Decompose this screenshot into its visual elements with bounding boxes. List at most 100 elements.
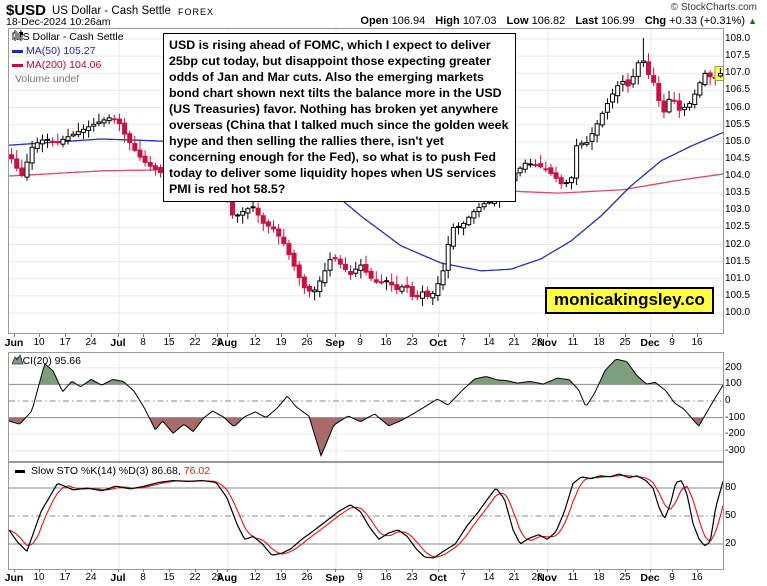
x-axis-label: 15	[163, 337, 175, 348]
sto-panel: Slow STO %K(14) %D(3) 86.68, 76.02	[8, 462, 724, 570]
x-axis-label: 29	[211, 337, 223, 348]
quote-bar: Open 106.94 High 107.03 Low 106.82 Last …	[353, 15, 757, 27]
sto-legend-black: Slow STO %K(14) %D(3) 86.68,	[31, 465, 181, 477]
last-value: 106.99	[601, 15, 635, 27]
x-axis-label: 23	[406, 337, 418, 348]
cci-tick-label: -300	[725, 444, 746, 456]
x-axis-label: 9	[669, 572, 675, 583]
x-axis-label: 24	[85, 337, 97, 348]
x-axis-label: Nov	[537, 572, 557, 584]
x-axis-label: Aug	[216, 572, 238, 584]
x-axis-label: 26	[301, 337, 313, 348]
chg-label: Chg	[644, 15, 667, 27]
low-label: Low	[506, 15, 529, 27]
x-axis-label: Jul	[110, 337, 126, 349]
price-tick-label: 104.0	[725, 170, 751, 181]
cci-tick-label: 0	[725, 395, 731, 406]
ma50-swatch	[12, 49, 23, 53]
x-axis-label: Jul	[110, 572, 126, 584]
price-tick-label: 100.5	[725, 289, 751, 301]
cci-legend-text: CCI(20) 95.66	[15, 355, 81, 367]
x-axis-label: 22	[189, 572, 201, 583]
x-axis-label: Dec	[640, 337, 660, 349]
x-axis-label: 29	[211, 572, 223, 583]
ma200-legend: MA(200) 104.06	[26, 59, 102, 71]
watermark-badge: monicakingsley.co	[545, 287, 714, 314]
x-axis-label: Sep	[325, 572, 345, 584]
x-axis-label: 16	[691, 337, 703, 348]
ma200-swatch	[12, 63, 23, 67]
x-axis-label: 15	[163, 572, 175, 583]
price-tick-label: 102.5	[725, 221, 751, 233]
x-axis-label: 25	[619, 572, 631, 583]
sto-gridlines	[9, 463, 723, 569]
x-axis-label: 25	[619, 337, 631, 348]
x-axis-label: 26	[301, 572, 313, 583]
cci-positive-fill	[9, 359, 723, 385]
x-axis-label: 9	[357, 572, 363, 583]
x-axis-label: 19	[275, 572, 287, 583]
x-axis-label: 12	[249, 337, 261, 348]
x-axis-label: Aug	[216, 337, 238, 349]
sto-legend: Slow STO %K(14) %D(3) 86.68, 76.02	[12, 464, 210, 478]
x-axis-label: 8	[140, 337, 146, 348]
sto-tick-label: 80	[725, 482, 737, 493]
copyright: © StockCharts.com	[670, 2, 757, 13]
sto-plot	[9, 463, 723, 569]
price-tick-label: 102.0	[725, 238, 751, 250]
cci-tick-label: 200	[725, 361, 742, 373]
x-axis-label: 8	[140, 572, 146, 583]
ma50-legend: MA(50) 105.27	[26, 45, 96, 57]
up-arrow-icon: ▲	[748, 16, 757, 26]
x-axis-label: Oct	[429, 572, 447, 584]
exchange-label: FOREX	[178, 7, 215, 17]
price-tick-label: 105.5	[725, 118, 751, 130]
x-axis-label: 9	[669, 337, 675, 348]
x-axis-label: 9	[357, 337, 363, 348]
x-axis-label: Jun	[4, 572, 24, 584]
cci-plot	[9, 353, 723, 461]
x-axis-label: Nov	[537, 337, 557, 349]
x-axis-label: 14	[483, 337, 495, 348]
x-axis-label: 10	[33, 337, 45, 348]
x-axis-label: 12	[249, 572, 261, 583]
x-axis-label: 16	[380, 572, 392, 583]
x-axis-label: 11	[567, 337, 579, 348]
price-tick-label: 100.0	[725, 307, 751, 318]
cci-tick-label: 100	[725, 378, 742, 390]
price-tick-label: 106.5	[725, 84, 751, 96]
x-axis-label: 16	[380, 337, 392, 348]
cci-tick-label: -100	[725, 411, 746, 423]
high-value: 107.03	[462, 15, 497, 27]
low-value: 106.82	[531, 15, 566, 27]
x-axis-label: 23	[406, 572, 418, 583]
x-axis-label: 10	[33, 572, 45, 583]
price-tick-label: 101.5	[725, 255, 751, 267]
sto-y-axis: 80 50 20	[725, 462, 765, 568]
sto-k-line	[9, 473, 723, 559]
annotation-box: USD is rising ahead of FOMC, which I exp…	[163, 33, 516, 202]
price-legend: US Dollar - Cash Settle MA(50) 105.27 MA…	[12, 30, 124, 86]
price-tick-label: 103.5	[725, 187, 751, 199]
x-axis-label: 24	[85, 572, 97, 583]
price-tick-label: 107.5	[725, 50, 751, 62]
cci-panel: CCI(20) 95.66	[8, 352, 724, 462]
x-axis-label: 22	[189, 337, 201, 348]
price-tick-label: 105.0	[725, 135, 751, 147]
legend-title: US Dollar - Cash Settle	[15, 31, 124, 43]
cci-line	[9, 358, 723, 458]
price-tick-label: 106.0	[725, 101, 751, 113]
x-axis-label: 14	[483, 572, 495, 583]
price-tick-label: 107.0	[725, 67, 751, 79]
sto-k-swatch	[15, 469, 25, 473]
x-axis-label: Sep	[325, 337, 345, 349]
last-label: Last	[575, 15, 598, 27]
sto-tick-label: 50	[725, 510, 737, 521]
x-axis-label: 19	[275, 337, 287, 348]
x-axis-label: 17	[59, 572, 71, 583]
x-axis-label: 7	[460, 337, 466, 348]
sto-d-line	[9, 474, 723, 558]
price-tick-label: 104.5	[725, 152, 751, 164]
volume-legend: Volume undef	[15, 73, 80, 85]
x-axis-label: 16	[691, 572, 703, 583]
